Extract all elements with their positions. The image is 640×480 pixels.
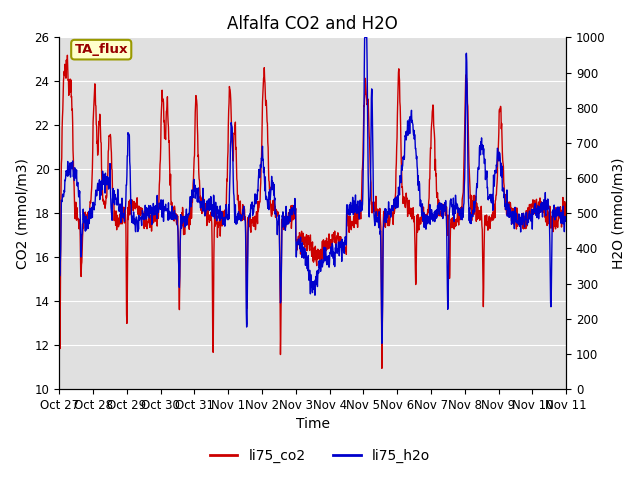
X-axis label: Time: Time — [296, 418, 330, 432]
Y-axis label: CO2 (mmol/m3): CO2 (mmol/m3) — [15, 158, 29, 269]
Y-axis label: H2O (mmol/m3): H2O (mmol/m3) — [611, 157, 625, 269]
Legend: li75_co2, li75_h2o: li75_co2, li75_h2o — [204, 443, 436, 468]
Title: Alfalfa CO2 and H2O: Alfalfa CO2 and H2O — [227, 15, 398, 33]
Text: TA_flux: TA_flux — [74, 43, 128, 56]
